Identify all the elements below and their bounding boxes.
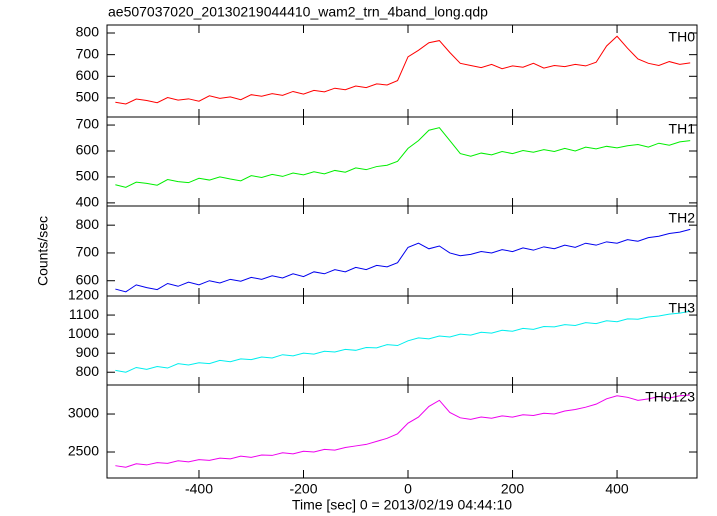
- x-tick-label: -200: [289, 481, 317, 497]
- light-curve: [115, 394, 691, 468]
- x-tick-label: -400: [185, 481, 213, 497]
- y-tick-label: 500: [76, 89, 100, 105]
- x-tick-label: 200: [501, 481, 525, 497]
- y-tick-label: 1100: [69, 306, 99, 322]
- panel-label: TH1: [669, 121, 696, 137]
- y-tick-label: 400: [76, 194, 100, 210]
- y-tick-label: 700: [76, 45, 100, 61]
- y-tick-label: 700: [76, 244, 100, 260]
- y-tick-label: 1000: [68, 325, 99, 341]
- y-tick-label: 800: [76, 24, 100, 40]
- light-curve: [115, 35, 691, 105]
- y-axis-label: Counts/sec: [35, 216, 51, 286]
- panel-label: TH0123: [645, 389, 695, 405]
- y-tick-label: 1200: [68, 287, 99, 303]
- y-tick-label: 600: [76, 67, 100, 83]
- panel-frame: [106, 116, 698, 207]
- x-tick-label: 0: [404, 481, 412, 497]
- y-tick-label: 800: [76, 216, 100, 232]
- panel-frame: [106, 295, 698, 386]
- chart-title: ae507037020_20130219044410_wam2_trn_4ban…: [108, 4, 488, 20]
- panel-label: TH2: [669, 210, 696, 226]
- y-tick-label: 700: [76, 116, 100, 132]
- y-tick-label: 800: [76, 363, 100, 379]
- panel-label: TH3: [669, 300, 696, 316]
- panel-frame: [106, 384, 698, 479]
- x-tick-label: 400: [605, 481, 629, 497]
- y-tick-label: 500: [76, 168, 100, 184]
- light-curve: [115, 310, 691, 373]
- y-tick-label: 2500: [68, 443, 99, 459]
- light-curve: [115, 127, 691, 188]
- y-tick-label: 900: [76, 344, 100, 360]
- panel-frame: [106, 205, 698, 297]
- light-curve: [115, 228, 691, 293]
- x-axis-label: Time [sec] 0 = 2013/02/19 04:44:10: [292, 497, 512, 513]
- y-tick-label: 600: [76, 271, 100, 287]
- y-tick-label: 3000: [68, 405, 99, 421]
- y-tick-label: 600: [76, 142, 100, 158]
- panel-label: TH0: [669, 29, 696, 45]
